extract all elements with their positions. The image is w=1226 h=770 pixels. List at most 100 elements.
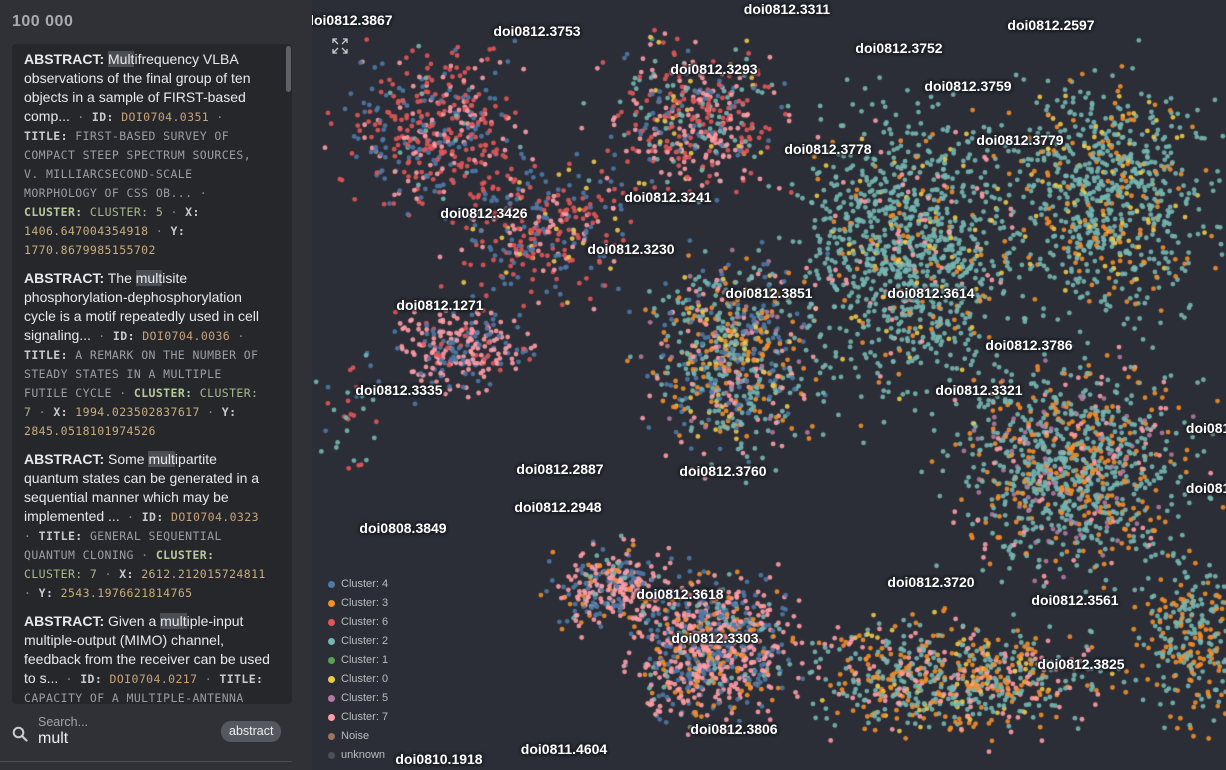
- legend-label: Noise: [341, 730, 370, 742]
- legend-item[interactable]: Cluster: 2: [328, 634, 388, 653]
- title-key: TITLE:: [38, 529, 83, 543]
- result-id: DOI0704.0351: [121, 110, 210, 124]
- legend-label: Cluster: 5: [341, 692, 389, 704]
- result-id: DOI0704.0036: [142, 329, 231, 343]
- abstract-key: ABSTRACT:: [24, 51, 105, 67]
- abstract-text-start: Some: [108, 451, 149, 467]
- cluster-label[interactable]: doi0812.2887: [516, 461, 604, 477]
- legend-item[interactable]: Cluster: 7: [328, 710, 388, 729]
- legend-item[interactable]: Cluster: 4: [328, 577, 388, 596]
- search-input[interactable]: [38, 730, 208, 748]
- legend-swatch: [328, 657, 335, 664]
- result-cluster: CLUSTER: 5: [89, 205, 164, 219]
- search-highlight: mult: [135, 270, 163, 286]
- search-results-panel[interactable]: ABSTRACT: Multifrequency VLBA observatio…: [12, 44, 292, 704]
- cluster-label[interactable]: doi0812.3753: [493, 23, 581, 39]
- legend-swatch: [328, 733, 335, 740]
- cluster-label[interactable]: doi0812.3614: [887, 285, 975, 301]
- cluster-label[interactable]: doi0812.3851: [725, 285, 813, 301]
- sidebar: 100 000 ABSTRACT: Multifrequency VLBA ob…: [0, 0, 312, 770]
- cluster-label[interactable]: doi0812: [1185, 480, 1226, 496]
- cluster-label[interactable]: doi0812.3335: [355, 382, 443, 398]
- legend-item[interactable]: Cluster: 6: [328, 615, 388, 634]
- legend-label: Cluster: 0: [341, 673, 389, 685]
- title-key: TITLE:: [24, 348, 68, 362]
- search-highlight: Mult: [108, 51, 135, 67]
- cluster-label[interactable]: doi0812.1271: [396, 297, 484, 313]
- cluster-label[interactable]: doi0810.1918: [395, 751, 483, 767]
- search-bar: Search... abstract: [0, 704, 292, 762]
- legend-swatch: [328, 619, 335, 626]
- result-title: A REMARK ON THE NUMBER OF STEADY STATES …: [24, 348, 259, 400]
- cluster-label[interactable]: doi0808.3849: [359, 520, 447, 536]
- result-y: 2543.1976621814765: [60, 586, 193, 600]
- legend-label: Cluster: 6: [341, 616, 389, 628]
- legend-item[interactable]: Cluster: 5: [328, 691, 388, 710]
- cluster-label[interactable]: doi0812.3752: [855, 40, 943, 56]
- y-key: Y:: [38, 586, 54, 600]
- cluster-label[interactable]: doi0812.3825: [1037, 656, 1125, 672]
- search-label: Search...: [38, 715, 89, 729]
- result-card[interactable]: ABSTRACT: Given a multiple-input multipl…: [24, 612, 270, 704]
- scatter-points[interactable]: [312, 0, 1226, 770]
- cluster-label[interactable]: doi0812.3311: [743, 1, 831, 17]
- result-card[interactable]: ABSTRACT: Multifrequency VLBA observatio…: [24, 51, 252, 257]
- embedding-map[interactable]: doi0812.3867 doi0812.3311 doi0812.2597 doi0…: [312, 0, 1226, 770]
- abstract-key: ABSTRACT:: [24, 270, 105, 286]
- cluster-label[interactable]: doi0812.3618: [636, 586, 724, 602]
- result-x: 1406.647004354918: [24, 224, 149, 238]
- legend-label: Cluster: 1: [341, 654, 389, 666]
- result-title: GENERAL SEQUENTIAL QUANTUM CLONING: [24, 529, 222, 562]
- legend-item[interactable]: Cluster: 1: [328, 653, 388, 672]
- legend-swatch: [328, 752, 335, 759]
- cluster-label[interactable]: doi0812.3867: [312, 12, 393, 28]
- result-title: FIRST-BASED SURVEY OF COMPACT STEEP SPEC…: [24, 129, 252, 200]
- cluster-label[interactable]: doi0812.3303: [671, 630, 759, 646]
- cluster-label[interactable]: doi0812.3230: [587, 241, 675, 257]
- result-cluster: CLUSTER: 7: [24, 386, 259, 419]
- cluster-label[interactable]: doi0812.3241: [624, 189, 712, 205]
- abstract-key: ABSTRACT:: [24, 451, 105, 467]
- cluster-label[interactable]: doi0812.3759: [924, 78, 1012, 94]
- cluster-label[interactable]: doi0812.3321: [935, 382, 1023, 398]
- cluster-label[interactable]: doi0812.3561: [1031, 592, 1119, 608]
- cluster-label[interactable]: doi0811.4604: [520, 741, 608, 757]
- legend-swatch: [328, 638, 335, 645]
- search-field-chip[interactable]: abstract: [221, 721, 282, 742]
- cluster-label[interactable]: doi0812.3426: [440, 205, 528, 221]
- legend-swatch: [328, 695, 335, 702]
- legend-item[interactable]: Noise: [328, 729, 388, 748]
- expand-icon[interactable]: [332, 38, 348, 54]
- cluster-label[interactable]: doi0812.3778: [784, 141, 872, 157]
- x-key: X:: [185, 205, 200, 219]
- abstract-text-rest: iple-input multiple-output (MIMO) channe…: [24, 613, 270, 686]
- legend-item[interactable]: Cluster: 0: [328, 672, 388, 691]
- legend-item[interactable]: unknown: [328, 748, 388, 767]
- x-key: X:: [119, 567, 134, 581]
- result-x: 2612.212015724811: [141, 567, 266, 581]
- result-y: 2845.0518101974526: [24, 424, 156, 438]
- result-card[interactable]: ABSTRACT: The multisite phosphorylation-…: [24, 270, 259, 438]
- results-scrollbar[interactable]: [286, 46, 291, 92]
- search-icon: [12, 726, 28, 742]
- cluster-label[interactable]: doi0812.3720: [887, 574, 975, 590]
- cluster-label[interactable]: doi0812.2597: [1007, 17, 1095, 33]
- legend-label: Cluster: 2: [341, 635, 389, 647]
- legend-swatch: [328, 676, 335, 683]
- cluster-label[interactable]: doi0812: [1185, 420, 1226, 436]
- result-card[interactable]: ABSTRACT: Some multipartite quantum stat…: [24, 451, 266, 600]
- result-id: DOI0704.0323: [171, 510, 259, 524]
- cluster-label[interactable]: doi0812.3760: [679, 463, 767, 479]
- cluster-label[interactable]: doi0812.3779: [976, 132, 1064, 148]
- result-id: DOI0704.0217: [109, 672, 198, 686]
- result-cluster: CLUSTER: 7: [24, 567, 98, 581]
- result-x: 1994.023502837617: [75, 405, 200, 419]
- result-y: 1770.8679985155702: [24, 243, 156, 257]
- cluster-label[interactable]: doi0812.3786: [985, 337, 1073, 353]
- cluster-label[interactable]: doi0812.2948: [514, 499, 602, 515]
- cluster-key: CLUSTER:: [24, 205, 83, 219]
- cluster-label[interactable]: doi0812.3293: [670, 61, 758, 77]
- legend-item[interactable]: Cluster: 3: [328, 596, 388, 615]
- cluster-label[interactable]: doi0812.3806: [690, 721, 778, 737]
- search-results-list: ABSTRACT: Multifrequency VLBA observatio…: [12, 44, 292, 704]
